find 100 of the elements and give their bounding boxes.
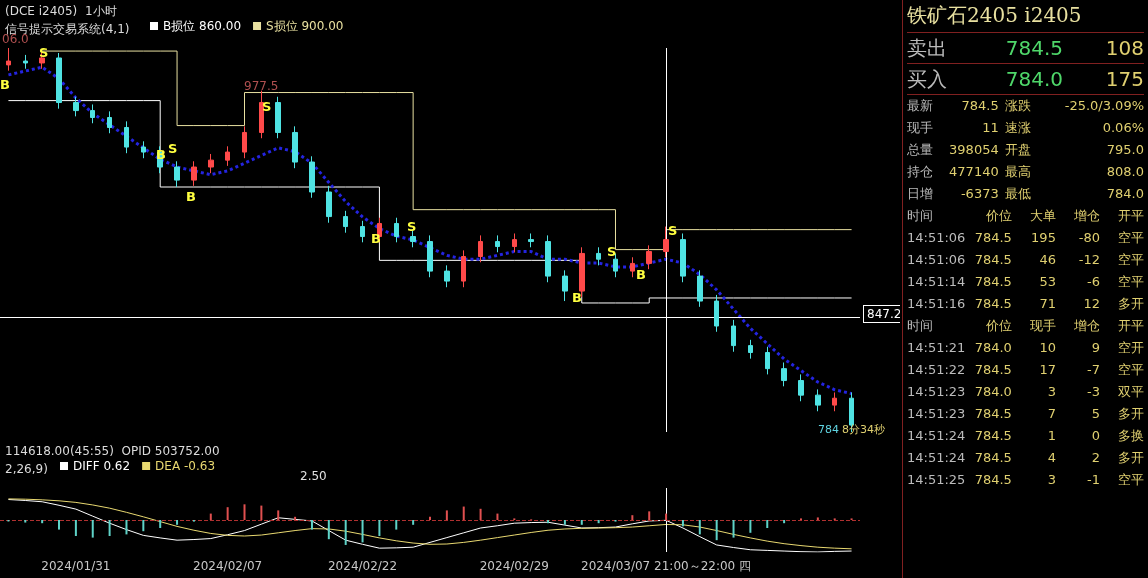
- bar: [766, 520, 769, 528]
- bar: [243, 504, 246, 520]
- candlestick: [309, 155, 315, 199]
- text: 2.50: [300, 469, 327, 483]
- bar: [429, 516, 431, 520]
- text: 时间 价位 现手 增仓 开平: [907, 318, 1144, 333]
- candlestick: [292, 125, 298, 169]
- bar: [176, 520, 179, 525]
- x-tick-label: 2024/03/07 21:00～22:00 四: [581, 559, 752, 573]
- bar: [631, 515, 634, 520]
- candlestick: [394, 217, 399, 243]
- text: 14:51:24 784.5 1 0 多换: [907, 428, 1144, 443]
- text: 14:51:14 784.5 53 -6 空平: [907, 274, 1144, 289]
- candlestick: [242, 125, 247, 159]
- bar: [698, 520, 701, 535]
- bar: [597, 520, 600, 524]
- chart-title: (DCE i2405) 1小时: [5, 4, 117, 18]
- candlestick: [528, 232, 534, 248]
- bar: [715, 520, 718, 541]
- bar: [395, 520, 398, 530]
- candlestick: [326, 185, 332, 224]
- candlestick: [461, 249, 466, 288]
- candlestick: [731, 319, 736, 353]
- bar: [142, 520, 145, 532]
- bar: [125, 520, 128, 535]
- bar: [783, 520, 786, 524]
- bar: [563, 520, 566, 525]
- text: 现手 11 速涨 0.06%: [907, 120, 1145, 135]
- candlestick: [748, 339, 753, 360]
- candlestick: [360, 220, 365, 243]
- chart-subtitle: 信号提示交易系统(4,1): [5, 22, 130, 36]
- bar: [294, 516, 297, 520]
- candlestick: [798, 373, 804, 402]
- bar: [462, 506, 465, 520]
- bar: [749, 520, 752, 533]
- text: 14:51:23 784.5 7 5 多开: [907, 406, 1144, 421]
- legend-label: DEA -0.63: [155, 459, 216, 473]
- bar: [260, 505, 263, 520]
- legend-label: S损位 900.00: [266, 19, 344, 33]
- annotation: S: [168, 141, 178, 156]
- text: 时间 价位 大单 增仓 开平: [907, 208, 1144, 223]
- annotation: S: [607, 244, 617, 259]
- bar: [58, 520, 61, 530]
- bar: [74, 520, 77, 536]
- bar: [24, 520, 27, 523]
- annotation: 977.5: [244, 79, 279, 93]
- candlestick: [174, 160, 180, 188]
- text: 总量 398054 开盘 795.0: [907, 142, 1145, 157]
- candlestick: [781, 362, 787, 387]
- bar: [277, 510, 280, 520]
- text: 14:51:25 784.5 3 -1 空平: [907, 472, 1144, 487]
- candlestick: [815, 388, 821, 412]
- bar: [479, 508, 482, 520]
- bar: [361, 520, 364, 543]
- text: 14:51:16 784.5 71 12 多开: [907, 296, 1144, 311]
- bar: [159, 520, 162, 528]
- x-tick-label: 2024/02/29: [479, 559, 549, 573]
- annotation: 8分34秒: [842, 423, 885, 436]
- candlestick: [562, 269, 568, 302]
- bar: [547, 520, 550, 524]
- legend-label: B损位 860.00: [163, 19, 242, 33]
- text: 14:51:21 784.0 10 9 空开: [907, 340, 1144, 355]
- candlestick: [275, 96, 281, 139]
- candlestick: [697, 269, 703, 308]
- text: 14:51:22 784.5 17 -7 空平: [907, 362, 1144, 377]
- candlestick: [56, 52, 62, 110]
- candlestick: [512, 232, 517, 253]
- bar: [648, 511, 651, 520]
- bar: [496, 513, 499, 520]
- text: 14:51:24 784.5 4 2 多开: [907, 450, 1144, 465]
- text: 847.2: [867, 307, 902, 321]
- text: 卖出 784.5 108: [907, 36, 1144, 60]
- bar: [226, 507, 229, 520]
- bar: [580, 520, 583, 525]
- bar: [445, 510, 448, 520]
- text: 持仓 477140 最高 808.0: [907, 164, 1145, 179]
- text: 14:51:06 784.5 195 -80 空平: [907, 230, 1144, 245]
- annotation: S: [39, 45, 49, 60]
- text: 最新 784.5 涨跌 -25.0/3.09%: [907, 98, 1145, 113]
- bar: [327, 520, 330, 540]
- candlestick: [596, 246, 601, 266]
- bar: [310, 520, 313, 530]
- annotation: B: [572, 290, 582, 305]
- candlestick: [208, 153, 214, 174]
- candlestick: [714, 294, 719, 333]
- text: 铁矿石2405 i2405: [907, 2, 1144, 33]
- chart-subtitle: 2,26,9): [5, 462, 48, 476]
- x-tick-label: 2024/02/22: [327, 559, 398, 573]
- text: 买入 784.0 175: [907, 67, 1144, 91]
- candlestick: [124, 120, 129, 154]
- candlestick: [630, 256, 635, 278]
- text: 日增 -6373 最低 784.0: [907, 186, 1145, 201]
- candlestick: [343, 210, 348, 234]
- candlestick: [23, 54, 28, 70]
- candlestick: [191, 160, 197, 187]
- bar: [91, 520, 94, 538]
- bar: [344, 520, 347, 545]
- candlestick: [832, 391, 837, 412]
- candlestick: [495, 234, 500, 253]
- bar: [108, 520, 111, 536]
